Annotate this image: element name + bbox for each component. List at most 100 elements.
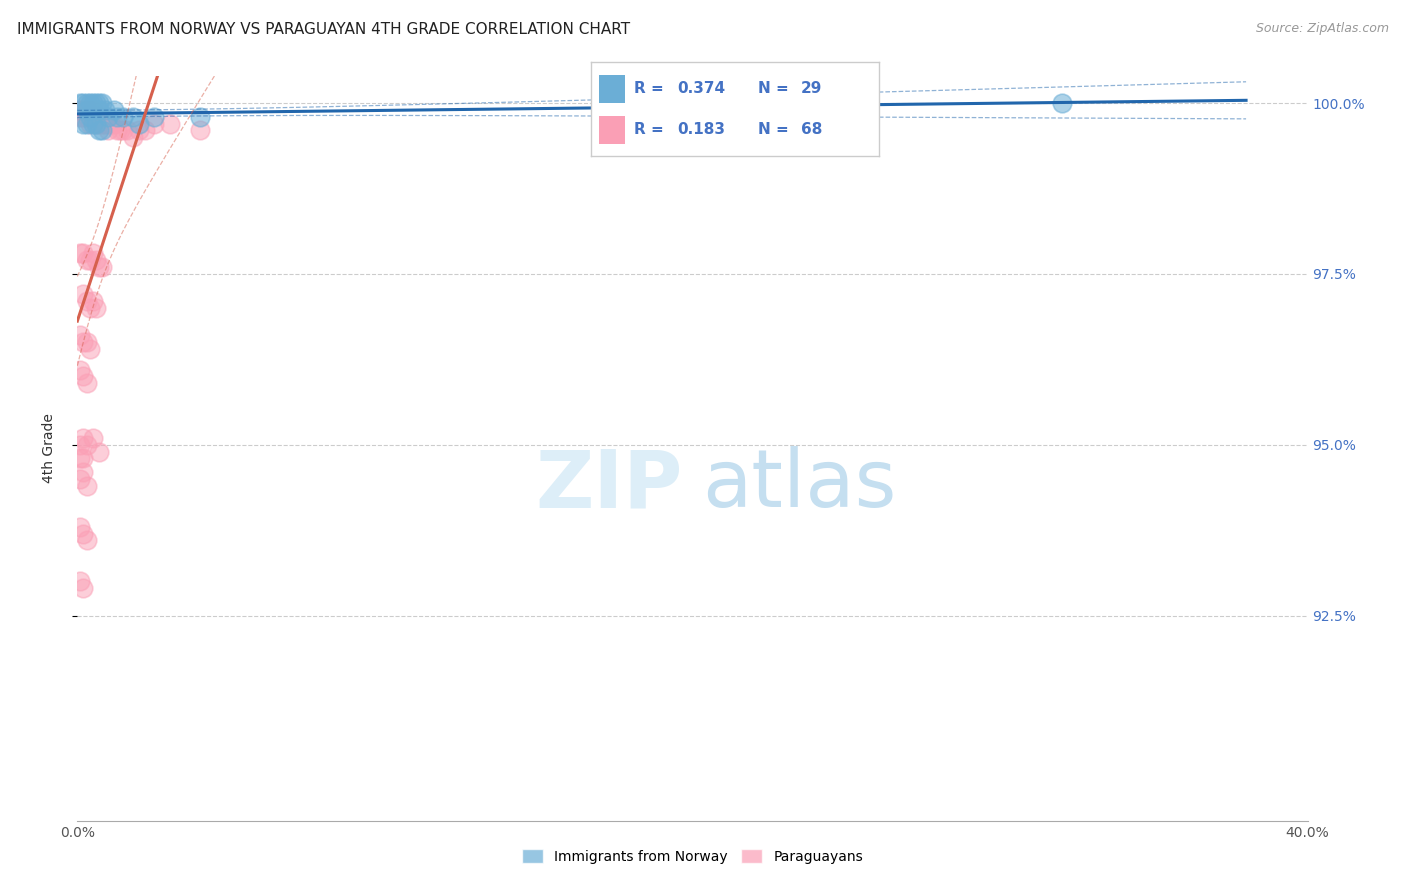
Y-axis label: 4th Grade: 4th Grade — [42, 413, 56, 483]
Text: 68: 68 — [801, 122, 823, 137]
Point — [76, 376, 98, 391]
Point — [76, 103, 98, 117]
Point — [69, 328, 91, 343]
Point — [97, 110, 120, 124]
Point — [69, 103, 91, 117]
Point — [188, 110, 212, 124]
Point — [105, 123, 128, 137]
Point — [79, 301, 101, 315]
Point — [159, 117, 181, 131]
Point — [90, 117, 114, 131]
Point — [82, 96, 104, 111]
Point — [82, 117, 104, 131]
Point — [112, 110, 135, 124]
Point — [72, 431, 94, 445]
Point — [112, 123, 135, 137]
Point — [76, 335, 98, 350]
Point — [76, 438, 98, 452]
Point — [87, 444, 110, 458]
Point — [76, 253, 98, 268]
Point — [72, 110, 94, 124]
Point — [72, 96, 94, 111]
Bar — [599, 75, 626, 103]
Point — [79, 96, 101, 111]
Text: N =: N = — [758, 81, 794, 96]
Point — [143, 117, 166, 131]
Point — [97, 117, 120, 131]
Point — [79, 110, 101, 124]
Point — [72, 287, 94, 301]
Point — [90, 260, 114, 274]
Point — [76, 117, 98, 131]
Point — [100, 117, 122, 131]
Point — [72, 465, 94, 479]
Text: atlas: atlas — [703, 447, 897, 524]
Point — [69, 96, 91, 111]
Text: N =: N = — [758, 122, 794, 137]
Point — [69, 110, 91, 124]
Point — [87, 110, 110, 124]
Point — [94, 103, 117, 117]
Point — [115, 123, 138, 137]
Point — [76, 294, 98, 309]
Point — [76, 96, 98, 111]
Point — [72, 526, 94, 541]
Point — [90, 110, 114, 124]
Point — [72, 103, 94, 117]
Point — [82, 246, 104, 260]
Point — [103, 103, 125, 117]
Point — [94, 117, 117, 131]
Point — [76, 533, 98, 548]
Point — [90, 96, 114, 111]
Text: 29: 29 — [801, 81, 823, 96]
Point — [76, 479, 98, 493]
Text: Source: ZipAtlas.com: Source: ZipAtlas.com — [1256, 22, 1389, 36]
Point — [82, 103, 104, 117]
Point — [72, 246, 94, 260]
Point — [72, 117, 94, 131]
Point — [620, 96, 643, 111]
Point — [87, 117, 110, 131]
Text: IMMIGRANTS FROM NORWAY VS PARAGUAYAN 4TH GRADE CORRELATION CHART: IMMIGRANTS FROM NORWAY VS PARAGUAYAN 4TH… — [17, 22, 630, 37]
Point — [121, 130, 143, 145]
Text: R =: R = — [634, 81, 669, 96]
Text: ZIP: ZIP — [536, 447, 683, 524]
Point — [82, 431, 104, 445]
Point — [128, 123, 150, 137]
Point — [84, 117, 107, 131]
Text: R =: R = — [634, 122, 669, 137]
Point — [110, 123, 132, 137]
Point — [67, 103, 90, 117]
Point — [72, 451, 94, 466]
Point — [84, 301, 107, 315]
Point — [72, 335, 94, 350]
Text: 0.183: 0.183 — [678, 122, 725, 137]
Point — [82, 110, 104, 124]
Point — [79, 253, 101, 268]
Point — [69, 451, 91, 466]
Text: 0.374: 0.374 — [678, 81, 725, 96]
Point — [76, 110, 98, 124]
Point — [84, 110, 107, 124]
Point — [69, 472, 91, 486]
Bar — [599, 116, 626, 144]
Point — [79, 103, 101, 117]
Point — [105, 110, 128, 124]
Point — [79, 342, 101, 356]
Point — [72, 582, 94, 596]
Point — [72, 369, 94, 384]
Point — [87, 103, 110, 117]
Point — [87, 260, 110, 274]
Point — [1050, 96, 1073, 111]
Point — [97, 123, 120, 137]
Point — [76, 103, 98, 117]
Point — [69, 246, 91, 260]
Point — [69, 520, 91, 534]
Point — [188, 123, 212, 137]
Legend: Immigrants from Norway, Paraguayans: Immigrants from Norway, Paraguayans — [516, 844, 869, 870]
Point — [84, 96, 107, 111]
Point — [143, 110, 166, 124]
Point — [134, 123, 156, 137]
Point — [69, 574, 91, 589]
Point — [121, 110, 143, 124]
